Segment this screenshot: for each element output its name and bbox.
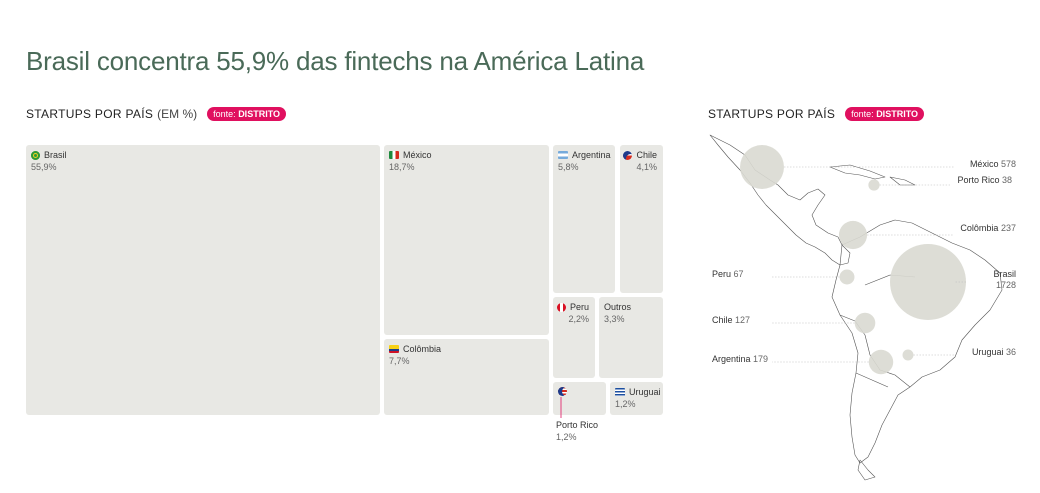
treemap-tile-label [558, 387, 571, 396]
map-label-value: 179 [753, 354, 769, 364]
map-label-brasil: Brasil 1728 [993, 269, 1016, 291]
map-label-value: 237 [1000, 223, 1016, 233]
treemap-tile-brasil: Brasil 55,9% [26, 145, 380, 415]
argentina-flag-icon [558, 151, 568, 159]
treemap-tile-label: México [389, 150, 432, 160]
brasil-flag-icon [31, 150, 40, 160]
peru-flag-icon [556, 302, 566, 312]
treemap-tile-value: 18,7% [389, 162, 415, 172]
map-label-mexico: México 578 [970, 159, 1016, 169]
map-bubble-uruguai [902, 349, 914, 361]
map-bubble-porto-rico [868, 179, 880, 191]
map-label-name: Chile [712, 315, 733, 325]
map-leaders [772, 166, 966, 363]
treemap-tile-name: Uruguai [629, 387, 661, 397]
map-label-peru: Peru 67 [712, 269, 744, 279]
mexico-flag-icon [389, 151, 399, 159]
treemap-tile-label: Colômbia [389, 344, 441, 354]
treemap-tile-mexico: México 18,7% [384, 145, 549, 335]
source-name: DISTRITO [238, 109, 281, 119]
treemap-header-label: STARTUPS POR PAÍS [26, 107, 154, 121]
source-badge: fonte: DISTRITO [207, 107, 287, 121]
page-title: Brasil concentra 55,9% das fintechs na A… [26, 46, 645, 76]
treemap-tile-value: 3,3% [604, 314, 625, 324]
treemap-tile-name: México [403, 150, 432, 160]
map-label-uruguai: Uruguai 36 [972, 347, 1016, 357]
treemap-tile-uruguai: Uruguai 1,2% [610, 382, 663, 415]
map-header: STARTUPS POR PAÍS fonte: DISTRITO [708, 107, 925, 121]
treemap-tile-value: 4,1% [636, 162, 657, 172]
map-label-name: Argentina [712, 354, 751, 364]
map-label-name: Uruguai [971, 347, 1004, 357]
treemap-tile-label: Outros [604, 302, 631, 312]
map-label-name: Brasil [993, 269, 1016, 279]
map-label-argentina: Argentina 179 [712, 354, 768, 364]
map-label-colombia: Colômbia 237 [960, 223, 1016, 233]
map-label-name: Peru [712, 269, 732, 279]
treemap-tile-label: Brasil [31, 150, 67, 160]
map-source-prefix: fonte: [851, 109, 874, 119]
treemap-header: STARTUPS POR PAÍS (EM %) fonte: DISTRITO [26, 107, 287, 121]
porto-rico-leader [560, 397, 562, 418]
map-label-porto-rico: Porto Rico 38 [957, 175, 1012, 185]
source-prefix: fonte: [213, 109, 236, 119]
map-bubbles [740, 145, 966, 375]
treemap-tile-label: Uruguai [615, 387, 661, 397]
treemap-tile-peru: Peru 2,2% [553, 297, 595, 378]
treemap-tile-colombia: Colômbia 7,7% [384, 339, 549, 415]
map-label-name: Porto Rico [957, 175, 1000, 185]
treemap-tile-name: Brasil [44, 150, 67, 160]
map-bubble-peru [839, 269, 855, 285]
chile-flag-icon [623, 150, 633, 160]
map-bubble-mexico [740, 145, 784, 189]
treemap-tile-porto-rico [553, 382, 606, 415]
map-label-value: 38 [1001, 175, 1012, 185]
treemap-tile-name: Colômbia [403, 344, 442, 354]
porto-rico-value: 1,2% [556, 432, 577, 442]
porto-rico-flag-icon [558, 387, 567, 396]
treemap-tile-label: Chile [623, 150, 657, 160]
treemap-tile-value: 7,7% [389, 356, 410, 366]
porto-rico-name: Porto Rico [556, 420, 599, 430]
treemap-tile-value: 1,2% [615, 399, 636, 409]
treemap-tile-name: Peru [569, 302, 589, 312]
treemap-tile-label: Peru [556, 302, 589, 312]
treemap-tile-value: 55,9% [31, 162, 57, 172]
map-label-name: México [969, 159, 999, 169]
uruguai-flag-icon [615, 388, 625, 396]
map-label-name: Colômbia [960, 223, 999, 233]
map-label-chile: Chile 127 [712, 315, 750, 325]
map-label-value: 1728 [995, 280, 1016, 290]
treemap-tile-value: 5,8% [558, 162, 579, 172]
treemap-label-porto-rico: Porto Rico 1,2% [556, 420, 598, 442]
treemap-header-unit: (EM %) [157, 107, 198, 121]
treemap-tile-label: Argentina [558, 150, 611, 160]
map-header-label: STARTUPS POR PAÍS [708, 107, 836, 121]
treemap-tile-name: Chile [636, 150, 657, 160]
map-source-badge: fonte: DISTRITO [845, 107, 925, 121]
latin-america-map [709, 134, 1003, 481]
treemap-tile-argentina: Argentina 5,8% [553, 145, 615, 293]
map-source-name: DISTRITO [876, 109, 919, 119]
treemap-tile-value: 2,2% [568, 314, 589, 324]
treemap-tile-outros: Outros 3,3% [599, 297, 663, 378]
map-label-value: 578 [1000, 159, 1016, 169]
map-label-value: 67 [733, 269, 744, 279]
treemap-tile-name: Outros [604, 302, 632, 312]
map-bubble-argentina [868, 349, 894, 375]
map-bubble-colombia [838, 220, 868, 250]
map-bubble-brasil [890, 244, 966, 320]
treemap-tile-name: Argentina [572, 150, 611, 160]
map-label-value: 36 [1005, 347, 1016, 357]
treemap-tile-chile: Chile 4,1% [620, 145, 663, 293]
map-label-value: 127 [735, 315, 751, 325]
map-bubble-chile [854, 312, 876, 334]
colombia-flag-icon [389, 345, 399, 353]
